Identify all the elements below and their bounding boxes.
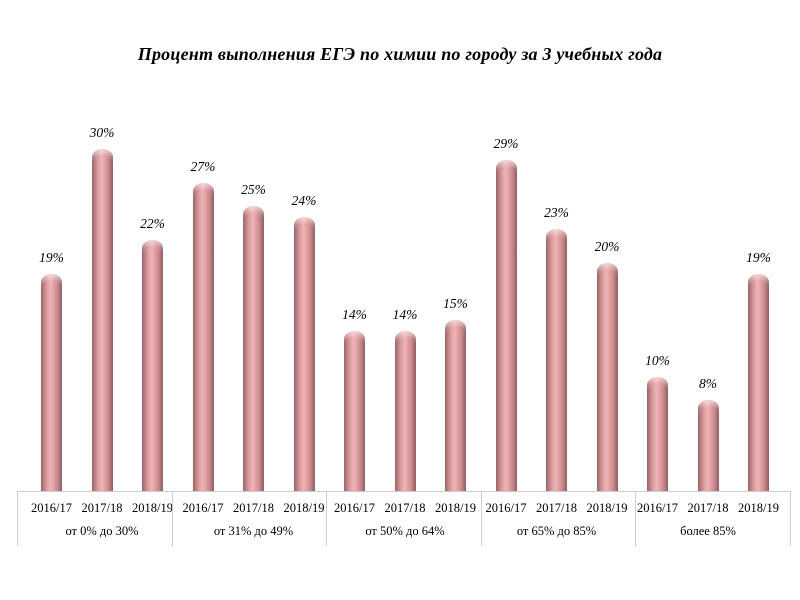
bar-2018-19-category-3 (445, 320, 466, 491)
bar-value-label: 10% (645, 353, 670, 368)
year-tick-label: 2018/19 (283, 501, 325, 515)
category-label: более 85% (680, 524, 736, 538)
bar-value-label: 24% (291, 193, 317, 208)
year-tick-label: 2017/18 (233, 501, 274, 515)
year-tick-label: 2016/17 (485, 501, 527, 515)
bar-value-label: 27% (190, 159, 216, 174)
category-label: от 0% до 30% (65, 524, 139, 538)
bar-value-label: 8% (699, 376, 717, 391)
axis-divider (790, 491, 791, 546)
year-tick-label: 2017/18 (81, 501, 123, 515)
bar-2016-17-category-4 (495, 160, 517, 491)
year-tick-label: 2018/19 (738, 501, 779, 515)
year-tick-label: 2016/17 (31, 501, 72, 515)
year-tick-label: 2016/17 (182, 501, 224, 515)
year-tick-label: 2017/18 (536, 501, 577, 515)
bar-2017-18-category-3 (394, 331, 416, 491)
bar-2018-19-category-1 (142, 240, 163, 491)
bar-2017-18-category-5 (697, 400, 719, 491)
bar-2018-19-category-5 (748, 274, 769, 491)
category-label: от 50% до 64% (365, 524, 445, 538)
axis-divider (635, 491, 636, 546)
category-label: от 31% до 49% (213, 524, 294, 538)
bar-value-label: 29% (493, 136, 519, 151)
axis-divider (172, 491, 173, 546)
chart-title: Процент выполнения ЕГЭ по химии по город… (137, 44, 663, 64)
bar-2016-17-category-1 (41, 274, 62, 491)
bar-value-label: 19% (39, 250, 64, 265)
bar-2016-17-category-3 (344, 331, 365, 491)
year-tick-label: 2017/18 (687, 501, 729, 515)
bar-value-label: 22% (140, 216, 165, 231)
bar-2018-19-category-2 (293, 217, 315, 491)
axis-divider (17, 491, 18, 546)
bar-2016-17-category-2 (192, 183, 214, 491)
year-tick-label: 2017/18 (384, 501, 426, 515)
bar-2016-17-category-5 (647, 377, 668, 491)
bar-value-label: 23% (544, 205, 569, 220)
bar-value-label: 25% (241, 182, 266, 197)
axis-baseline (17, 491, 790, 492)
bar-2017-18-category-1 (91, 149, 113, 491)
axis-divider (326, 491, 327, 546)
bar-value-label: 15% (443, 296, 468, 311)
year-tick-label: 2016/17 (334, 501, 375, 515)
bar-value-label: 30% (89, 125, 115, 140)
category-label: от 65% до 85% (516, 524, 597, 538)
bar-value-label: 14% (342, 307, 367, 322)
bar-2018-19-category-4 (596, 263, 618, 491)
bar-2017-18-category-2 (243, 206, 264, 491)
bar-value-label: 19% (746, 250, 771, 265)
year-tick-label: 2018/19 (132, 501, 173, 515)
year-tick-label: 2018/19 (435, 501, 476, 515)
bar-value-label: 14% (392, 307, 418, 322)
axis-divider (481, 491, 482, 546)
bar-value-label: 20% (594, 239, 620, 254)
year-tick-label: 2018/19 (586, 501, 628, 515)
bar-2017-18-category-4 (546, 229, 567, 491)
year-tick-label: 2016/17 (637, 501, 678, 515)
